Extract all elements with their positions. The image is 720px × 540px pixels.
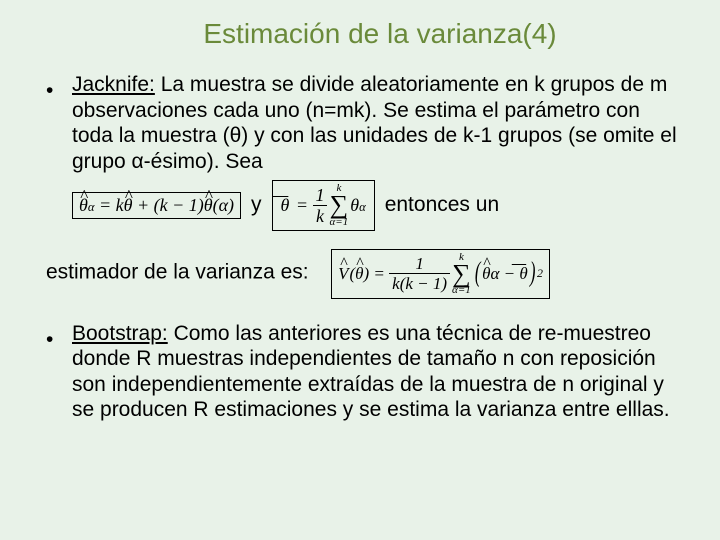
formula-connector-y: y [251, 193, 262, 217]
bullet-text: Jacknife: La muestra se divide aleatoria… [72, 72, 680, 174]
bullet-text: Bootstrap: Como las anteriores es una té… [72, 321, 680, 423]
estimator-text: estimador de la varianza es: [46, 260, 309, 283]
slide-title: Estimación de la varianza(4) [80, 18, 680, 50]
slide: Estimación de la varianza(4) • Jacknife:… [0, 0, 720, 540]
bullet-jacknife: • Jacknife: La muestra se divide aleator… [46, 72, 680, 174]
formula-theta-bar-def: θ = 1kk∑α=1θα [272, 180, 375, 230]
jacknife-term: Jacknife: [72, 73, 155, 96]
formula-line-1: θα = kθ + (k − 1)θ(α) y θ = 1kk∑α=1θα en… [72, 180, 680, 230]
bullet-bootstrap: • Bootstrap: Como las anteriores es una … [46, 321, 680, 423]
formula-connector-entonces: entonces un [385, 193, 499, 217]
formula-variance-estimator: V(θ) = 1k(k − 1)k∑α=1(θα − θ)2 [331, 249, 550, 299]
jacknife-body: La muestra se divide aleatoriamente en k… [72, 73, 677, 173]
bootstrap-term: Bootstrap: [72, 322, 168, 345]
bullet-marker: • [46, 72, 72, 101]
formula-theta-alpha-def: θα = kθ + (k − 1)θ(α) [72, 192, 241, 219]
bullet-marker: • [46, 321, 72, 350]
estimator-line: estimador de la varianza es: V(θ) = 1k(k… [46, 249, 680, 299]
